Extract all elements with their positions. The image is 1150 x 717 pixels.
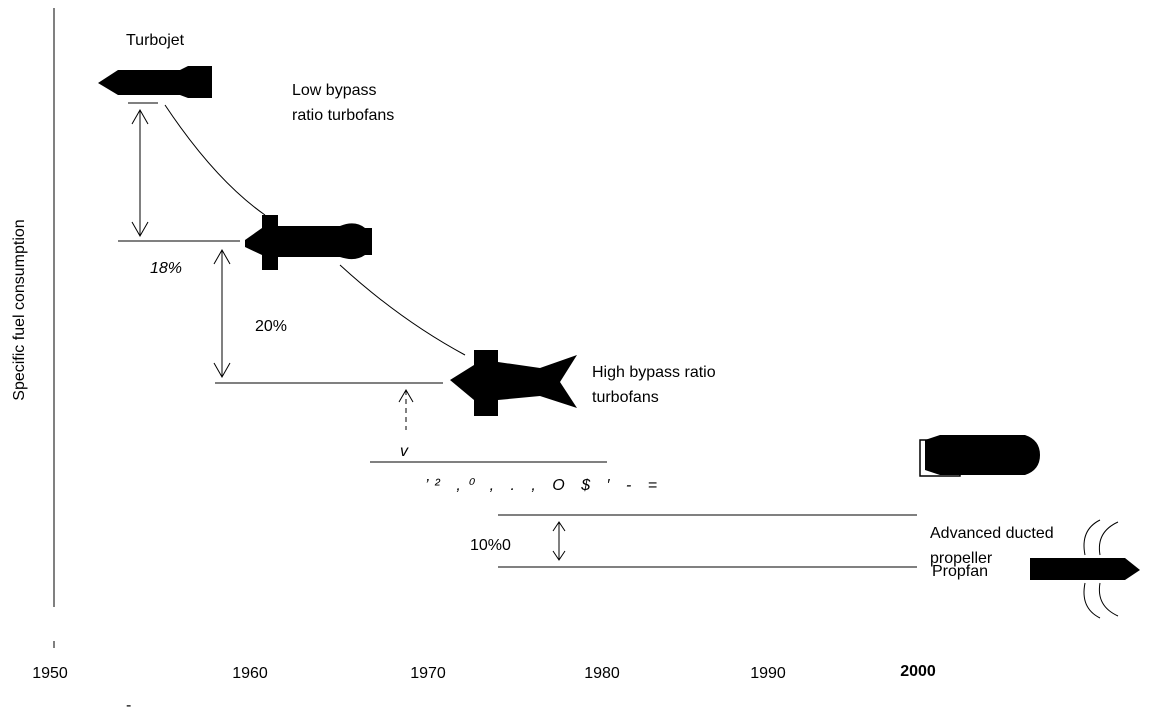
x-tick-label: 1950	[32, 665, 68, 682]
x-tick-label: 2000	[900, 663, 936, 680]
trend-curve	[340, 265, 465, 355]
artifact-text: v	[400, 443, 409, 460]
turbojet-icon	[98, 66, 212, 98]
engine-label: Advanced ducted	[930, 525, 1054, 542]
step-label: 18%	[150, 260, 182, 277]
step-label: 10%0	[470, 537, 511, 554]
x-tick-label: 1990	[750, 665, 786, 682]
y-axis-label: Specific fuel consumption	[11, 219, 28, 400]
engine-label: High bypass ratio	[592, 364, 716, 381]
engine-label: ratio turbofans	[292, 107, 394, 124]
x-tick-label: 1980	[584, 665, 620, 682]
propfan-icon	[1030, 558, 1140, 580]
engine-label: turbofans	[592, 389, 659, 406]
engine-label: Propfan	[932, 563, 988, 580]
engine-label: Low bypass	[292, 82, 377, 99]
x-tick-label: 1970	[410, 665, 446, 682]
engine-label: Turbojet	[126, 32, 185, 49]
step-label: 20%	[255, 318, 287, 335]
high-bypass-icon	[450, 350, 577, 416]
artifact-text: -	[126, 697, 131, 714]
diagram: Specific fuel consumption 1950 1960 1970…	[0, 0, 1150, 717]
low-bypass-icon	[245, 215, 372, 270]
x-tick-label: 1960	[232, 665, 268, 682]
artifact-text: ’² ,⁰ , . , O $ ′ - =	[425, 477, 663, 494]
trend-curve	[165, 105, 265, 215]
ducted-propeller-icon	[925, 435, 1040, 475]
